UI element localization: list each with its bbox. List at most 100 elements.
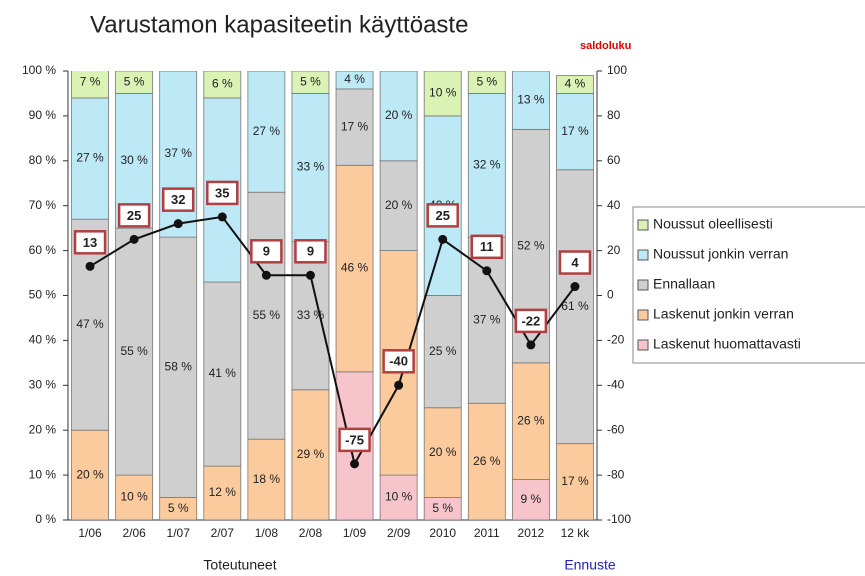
bar-segment [556, 443, 594, 520]
data-label: 25 [127, 208, 141, 223]
bar-segment [335, 88, 374, 166]
legend-swatch [637, 309, 649, 321]
data-label: -75 [345, 432, 364, 447]
y2-tick-label: 100 [607, 63, 627, 77]
y-tick-label: 90 % [29, 108, 57, 122]
bar-segment [556, 75, 594, 94]
line-marker [350, 459, 360, 469]
data-label: -22 [521, 313, 540, 328]
y2-tick-label: 40 [607, 198, 621, 212]
bar-segment [71, 71, 109, 99]
bar-segment [291, 241, 330, 391]
x-tick-label: 1/07 [167, 526, 191, 540]
y2-tick-label: -100 [607, 512, 631, 526]
bar-segment [423, 71, 462, 117]
line-marker [261, 270, 271, 280]
data-label: 9 [307, 244, 314, 259]
label-box [470, 234, 504, 260]
data-label: 17 % [341, 119, 369, 133]
label-box [161, 187, 195, 212]
y2-tick-label: 0 [607, 288, 614, 302]
data-label: 37 % [473, 312, 501, 326]
line-marker [526, 340, 536, 350]
annotation: Ennuste [564, 557, 616, 573]
bar-segment [247, 438, 286, 520]
y-tick-label: 80 % [29, 153, 57, 167]
line [89, 215, 576, 467]
label-box [294, 239, 327, 264]
data-label: 26 % [473, 454, 501, 468]
data-label: -40 [389, 354, 408, 369]
line-marker [570, 282, 580, 292]
data-label: 13 [83, 235, 97, 250]
data-label: 5 % [124, 74, 145, 88]
data-label: 25 % [429, 344, 457, 358]
bar-segment [203, 71, 242, 99]
y-tick-label: 0 % [35, 512, 56, 526]
data-label: 55 % [120, 344, 148, 358]
x-tick-label: 2/07 [211, 526, 235, 540]
bar-segment [247, 191, 286, 440]
data-label: 29 % [297, 447, 325, 461]
line-marker [482, 266, 492, 276]
y2-tick-label: -20 [607, 333, 625, 347]
legend-label: Laskenut jonkin verran [653, 306, 794, 322]
data-label: 12 % [209, 485, 237, 499]
data-label: 32 % [473, 157, 501, 171]
bar-segment [291, 71, 330, 94]
data-label: 18 % [253, 472, 281, 486]
y-tick-label: 20 % [29, 422, 57, 436]
data-label: 52 % [517, 238, 545, 252]
data-label: 4 % [344, 72, 365, 86]
legend-swatch [637, 279, 649, 291]
bar-segment [247, 71, 286, 193]
label-box [206, 180, 239, 206]
data-label: 20 % [76, 467, 104, 481]
bar-segment [115, 227, 154, 476]
x-tick-label: 1/08 [255, 526, 279, 540]
legend-swatch [637, 219, 649, 231]
data-label: 11 [480, 239, 494, 254]
y2-axis-label: saldoluku [580, 40, 631, 52]
bar-segment [335, 71, 374, 90]
data-label: 17 % [561, 474, 589, 488]
x-tick-label: 2/06 [122, 526, 146, 540]
data-label: 17 % [561, 124, 589, 138]
y-tick-label: 60 % [29, 243, 57, 257]
line-marker [129, 234, 139, 244]
data-label: 58 % [165, 360, 193, 374]
line-marker [173, 219, 183, 229]
bar-segment [203, 465, 242, 520]
x-tick-label: 2010 [429, 526, 456, 540]
line-marker [85, 261, 95, 271]
data-label: 10 % [385, 490, 413, 504]
x-tick-label: 1/06 [78, 526, 102, 540]
data-label: 33 % [297, 308, 325, 322]
chart-title: Varustamon kapasiteetin käyttöaste [90, 11, 468, 38]
x-tick-label: 1/09 [343, 526, 367, 540]
data-label: 10 % [429, 86, 457, 100]
y2-tick-label: 20 [607, 243, 621, 257]
line-marker [305, 270, 315, 280]
line-marker [217, 212, 227, 222]
data-label: 20 % [385, 108, 413, 122]
y2-tick-label: 80 [607, 108, 621, 122]
x-tick-label: 12 kk [561, 526, 591, 540]
bar-segment [159, 236, 198, 498]
y-tick-label: 40 % [29, 333, 57, 347]
y2-tick-label: -80 [607, 467, 625, 481]
data-label: 6 % [212, 77, 233, 91]
label-box [382, 349, 415, 374]
y-tick-label: 100 % [22, 63, 56, 77]
y2-tick-label: -60 [607, 422, 625, 436]
label-box [514, 308, 548, 334]
data-label: 9 [263, 244, 270, 259]
data-label: 46 % [341, 261, 369, 275]
legend-label: Noussut oleellisesti [653, 216, 773, 232]
bar-segment [115, 71, 154, 94]
data-label: 37 % [165, 146, 193, 160]
bar-segment [291, 389, 330, 520]
y-tick-label: 10 % [29, 467, 57, 481]
bar-segment [556, 93, 594, 171]
bar-segment [379, 71, 418, 162]
